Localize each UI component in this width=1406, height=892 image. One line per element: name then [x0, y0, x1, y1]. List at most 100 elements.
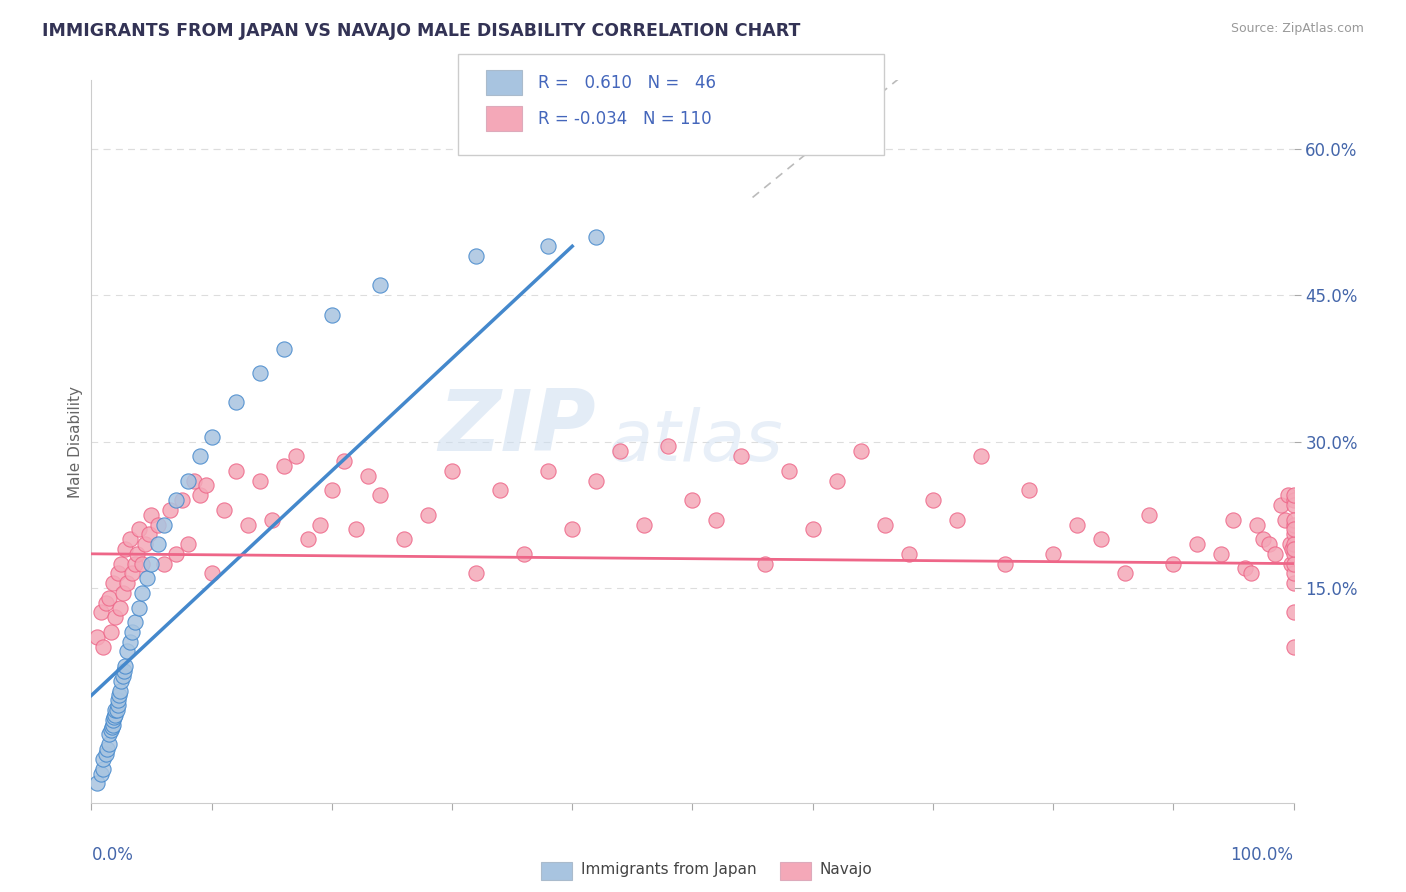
Point — [1270, 498, 1292, 512]
Point — [212, 503, 235, 517]
Point — [146, 537, 169, 551]
Point — [1114, 566, 1136, 581]
Point — [225, 464, 247, 478]
Point — [1279, 557, 1302, 571]
Point — [93, 762, 115, 776]
Point — [94, 747, 117, 761]
Point — [1282, 517, 1305, 532]
Point — [440, 464, 463, 478]
Point — [1282, 527, 1305, 541]
Point — [368, 278, 391, 293]
Point — [183, 474, 205, 488]
Point — [392, 532, 415, 546]
Point — [1282, 566, 1305, 581]
Text: IMMIGRANTS FROM JAPAN VS NAVAJO MALE DISABILITY CORRELATION CHART: IMMIGRANTS FROM JAPAN VS NAVAJO MALE DIS… — [42, 22, 800, 40]
Text: 100.0%: 100.0% — [1230, 847, 1294, 864]
Point — [1282, 557, 1305, 571]
Point — [98, 591, 121, 605]
Point — [98, 727, 121, 741]
Point — [131, 586, 153, 600]
Point — [165, 547, 187, 561]
Point — [118, 532, 141, 546]
Point — [165, 493, 187, 508]
Point — [121, 624, 143, 639]
Point — [101, 717, 124, 731]
Point — [1282, 537, 1305, 551]
Point — [333, 454, 356, 468]
Point — [585, 229, 607, 244]
Point — [1258, 537, 1281, 551]
Point — [121, 566, 143, 581]
Point — [633, 517, 655, 532]
Point — [561, 523, 583, 537]
Point — [1282, 640, 1305, 654]
Point — [465, 249, 488, 263]
Point — [125, 547, 148, 561]
Point — [321, 483, 343, 498]
Point — [849, 444, 872, 458]
Y-axis label: Male Disability: Male Disability — [67, 385, 83, 498]
Point — [706, 513, 728, 527]
Point — [159, 503, 181, 517]
Point — [730, 449, 752, 463]
Point — [124, 557, 146, 571]
Text: R = -0.034   N = 110: R = -0.034 N = 110 — [538, 110, 711, 128]
Point — [104, 707, 127, 722]
Point — [101, 720, 124, 734]
Point — [897, 547, 920, 561]
Point — [1264, 547, 1286, 561]
Point — [1282, 547, 1305, 561]
Point — [188, 488, 211, 502]
Point — [801, 523, 824, 537]
Point — [134, 537, 156, 551]
Text: Source: ZipAtlas.com: Source: ZipAtlas.com — [1230, 22, 1364, 36]
Point — [657, 439, 679, 453]
Point — [131, 557, 153, 571]
Point — [537, 464, 560, 478]
Point — [873, 517, 896, 532]
Point — [152, 557, 174, 571]
Text: Navajo: Navajo — [820, 863, 873, 877]
Point — [825, 474, 848, 488]
Point — [188, 449, 211, 463]
Point — [681, 493, 703, 508]
Point — [110, 683, 132, 698]
Point — [98, 737, 121, 751]
Point — [1278, 537, 1301, 551]
Point — [284, 449, 307, 463]
Point — [1282, 513, 1305, 527]
Point — [225, 395, 247, 409]
Point — [117, 576, 139, 591]
Point — [249, 474, 271, 488]
Point — [107, 566, 129, 581]
Point — [465, 566, 488, 581]
Text: R =   0.610   N =   46: R = 0.610 N = 46 — [538, 74, 717, 92]
Point — [344, 523, 367, 537]
Point — [176, 474, 198, 488]
Point — [141, 508, 163, 522]
Point — [138, 527, 160, 541]
Point — [321, 308, 343, 322]
Point — [86, 630, 108, 644]
Point — [513, 547, 536, 561]
Point — [273, 458, 295, 473]
Point — [1282, 488, 1305, 502]
Point — [101, 576, 124, 591]
Point — [1274, 513, 1296, 527]
Point — [152, 517, 174, 532]
Point — [128, 600, 150, 615]
Point — [110, 557, 132, 571]
Point — [778, 464, 800, 478]
Point — [114, 541, 136, 556]
Point — [107, 693, 129, 707]
Point — [609, 444, 631, 458]
Point — [105, 703, 128, 717]
Point — [273, 342, 295, 356]
Point — [1066, 517, 1088, 532]
Point — [111, 586, 134, 600]
Point — [1282, 498, 1305, 512]
Point — [94, 596, 117, 610]
Point — [416, 508, 439, 522]
Point — [128, 523, 150, 537]
Point — [112, 664, 135, 678]
